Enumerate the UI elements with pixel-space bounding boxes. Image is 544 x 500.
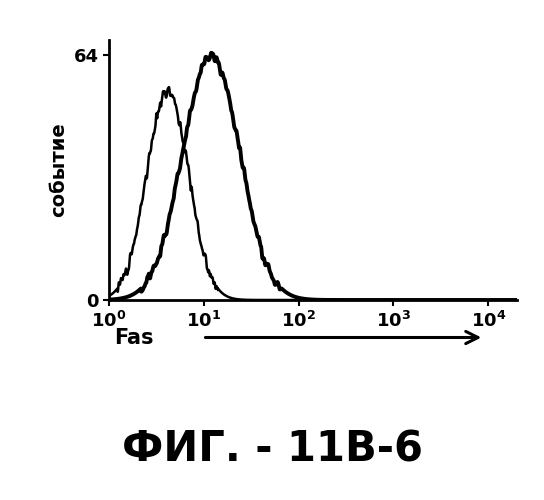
- Text: Fas: Fas: [114, 328, 154, 347]
- Y-axis label: событие: событие: [49, 122, 68, 218]
- Text: ФИГ. - 11В-6: ФИГ. - 11В-6: [121, 429, 423, 471]
